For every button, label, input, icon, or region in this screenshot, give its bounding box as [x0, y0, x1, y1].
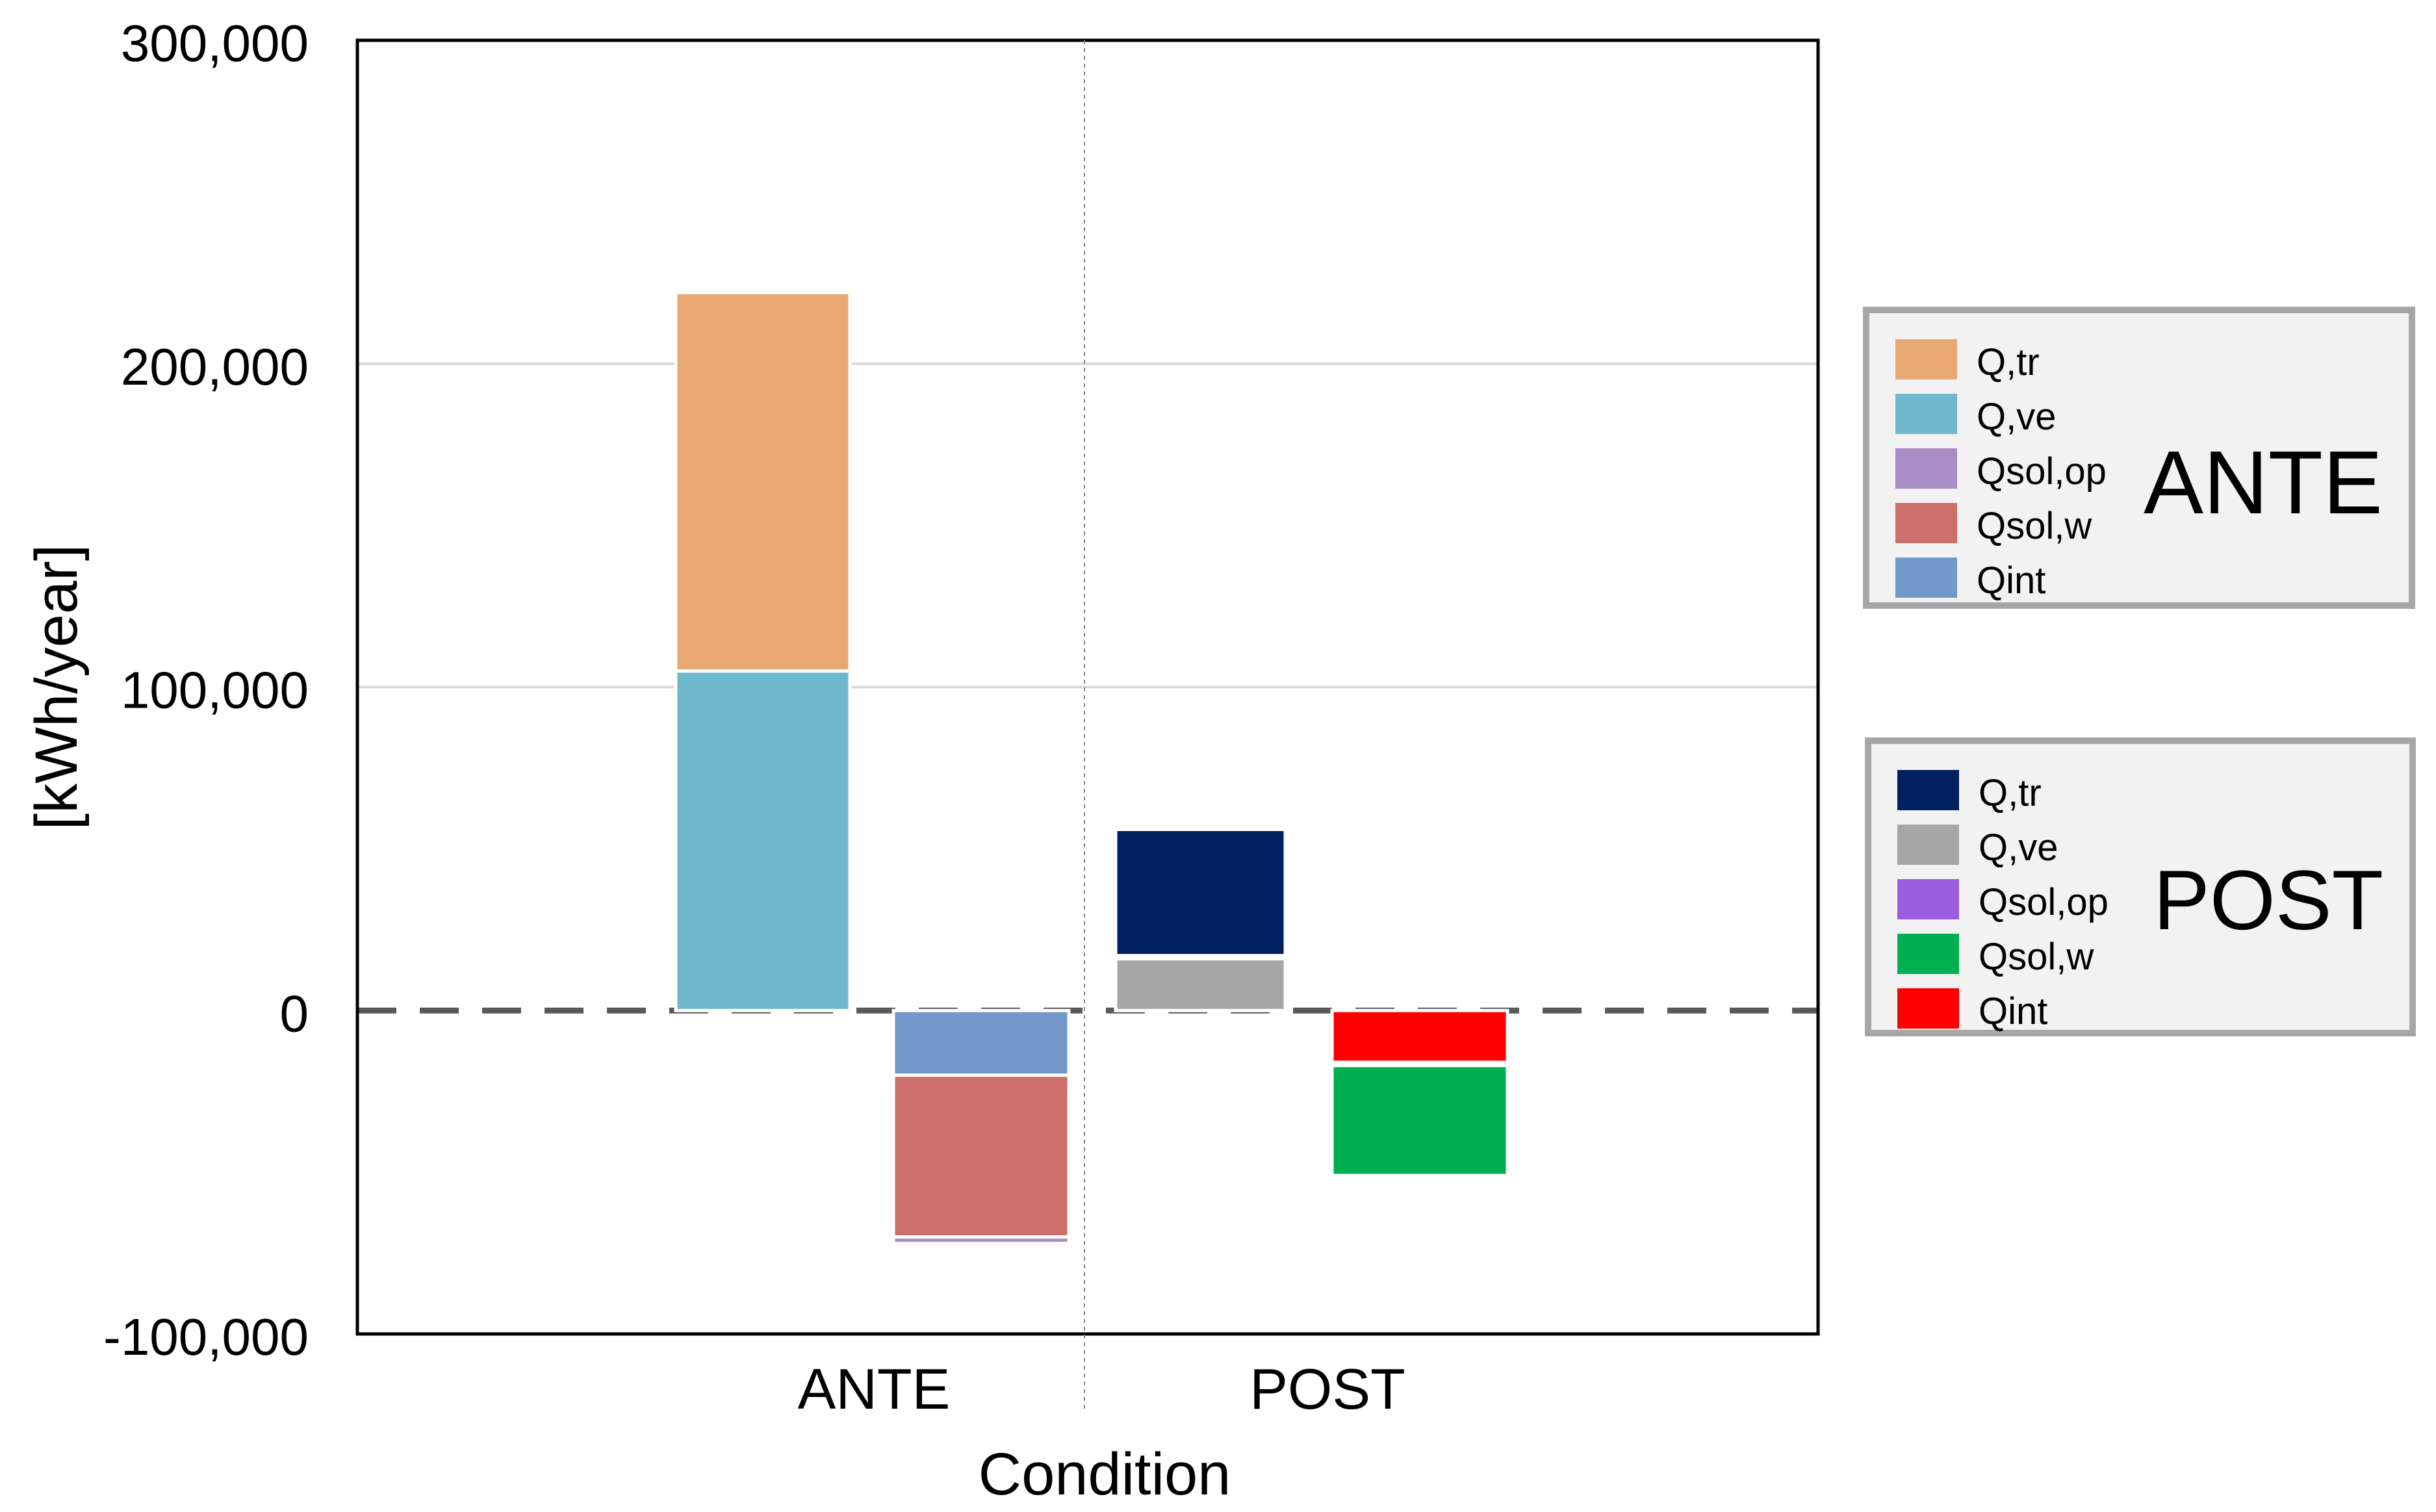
bar-segment: [1114, 957, 1287, 1012]
y-tick-label: 0: [280, 984, 309, 1042]
legend-title: POST: [2153, 852, 2383, 947]
plot-area-border: [355, 38, 1820, 1336]
bar-ANTE-gains: [674, 290, 852, 1012]
legend-swatch: [1897, 879, 1959, 919]
legend-label: Q,ve: [1977, 396, 2057, 438]
legend-swatch: [1895, 503, 1957, 543]
bar-POST-gains: [1114, 828, 1287, 1012]
axis-ticks: 300,000 200,000 100,000 0 -100,000 ANTE POST: [103, 14, 1405, 1421]
bar-segment: [1330, 1064, 1509, 1177]
bar-segment: [674, 290, 852, 673]
legend-swatch: [1897, 825, 1959, 865]
legend-swatch: [1897, 934, 1959, 974]
y-tick-label: 300,000: [121, 14, 309, 72]
legend-label: Qsol,w: [1979, 936, 2094, 978]
legend-ante: Q,tr Q,ve Qsol,op Qsol,w Qint ANTE: [1863, 307, 2415, 609]
bar-ANTE-losses: [891, 1008, 1071, 1246]
legend-label: Q,tr: [1979, 772, 2042, 814]
plot-frame: [355, 38, 1820, 1410]
legend-title: ANTE: [2144, 433, 2383, 533]
x-tick-label: ANTE: [798, 1357, 951, 1421]
y-tick-label: -100,000: [103, 1308, 309, 1366]
bar-segment: [1330, 1008, 1509, 1064]
legend-label: Q,tr: [1977, 341, 2040, 383]
legend-label: Qsol,op: [1977, 450, 2107, 493]
legend-label: Qint: [1979, 990, 2047, 1032]
legend-swatch: [1897, 770, 1959, 810]
bar-segment: [891, 1235, 1071, 1246]
legend-label: Qsol,w: [1977, 505, 2092, 547]
legend-post: Q,tr Q,ve Qsol,op Qsol,w Qint POST: [1865, 737, 2416, 1036]
bar-segment: [1114, 828, 1287, 958]
legend-label: Qsol,op: [1979, 881, 2109, 923]
legend-swatch: [1895, 339, 1957, 379]
bars: [674, 290, 1509, 1246]
legend-swatch: [1897, 988, 1959, 1029]
legend-label: Q,ve: [1979, 826, 2058, 869]
legend-swatch: [1895, 394, 1957, 434]
legend-swatch: [1895, 557, 1957, 598]
legends: Q,tr Q,ve Qsol,op Qsol,w Qint ANTE Q,tr Q,ve Qso…: [1863, 307, 2416, 1036]
legend-swatch: [1895, 448, 1957, 489]
legend-label: Qint: [1977, 559, 2045, 602]
y-tick-label: 100,000: [121, 661, 309, 719]
y-axis-label: [kWh/year]: [23, 545, 90, 830]
x-axis-label: Condition: [979, 1441, 1231, 1507]
x-tick-label: POST: [1250, 1357, 1405, 1421]
bar-segment: [891, 1073, 1071, 1239]
gridlines: [357, 362, 1818, 689]
bar-segment: [674, 669, 852, 1012]
y-tick-label: 200,000: [121, 338, 309, 396]
bar-POST-losses: [1330, 1008, 1509, 1177]
bar-segment: [891, 1008, 1071, 1077]
